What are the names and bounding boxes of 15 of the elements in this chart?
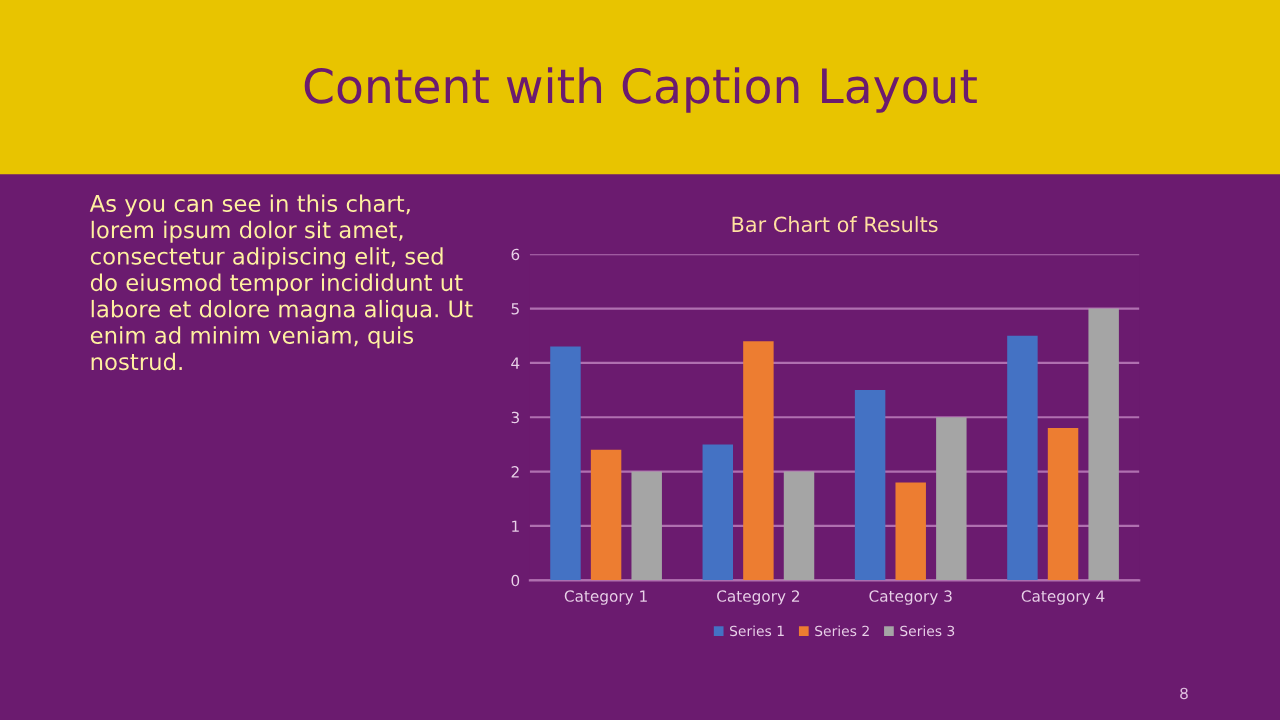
bar bbox=[854, 390, 886, 581]
text: As you can see in this chart, lorem ipsum dolor sit amet, consectetur adipiscing elit, sed do eiusmod tempor incididunt ut labore et dolore magna aliqua. Ut enim ad minim veniam, quis nostrud. bbox=[89, 194, 473, 371]
bar bbox=[936, 417, 967, 581]
chart-title: Bar Chart of Results bbox=[732, 216, 938, 233]
chart-subtitle: Content with Caption Layout bbox=[304, 67, 977, 113]
bar bbox=[895, 482, 926, 581]
bar bbox=[743, 341, 774, 581]
bar bbox=[550, 346, 581, 581]
bar bbox=[1007, 335, 1038, 581]
bar bbox=[783, 471, 815, 581]
bar bbox=[1088, 308, 1119, 581]
bar bbox=[1047, 428, 1079, 581]
bar bbox=[590, 449, 622, 581]
bar bbox=[631, 471, 662, 581]
bar bbox=[702, 444, 734, 581]
